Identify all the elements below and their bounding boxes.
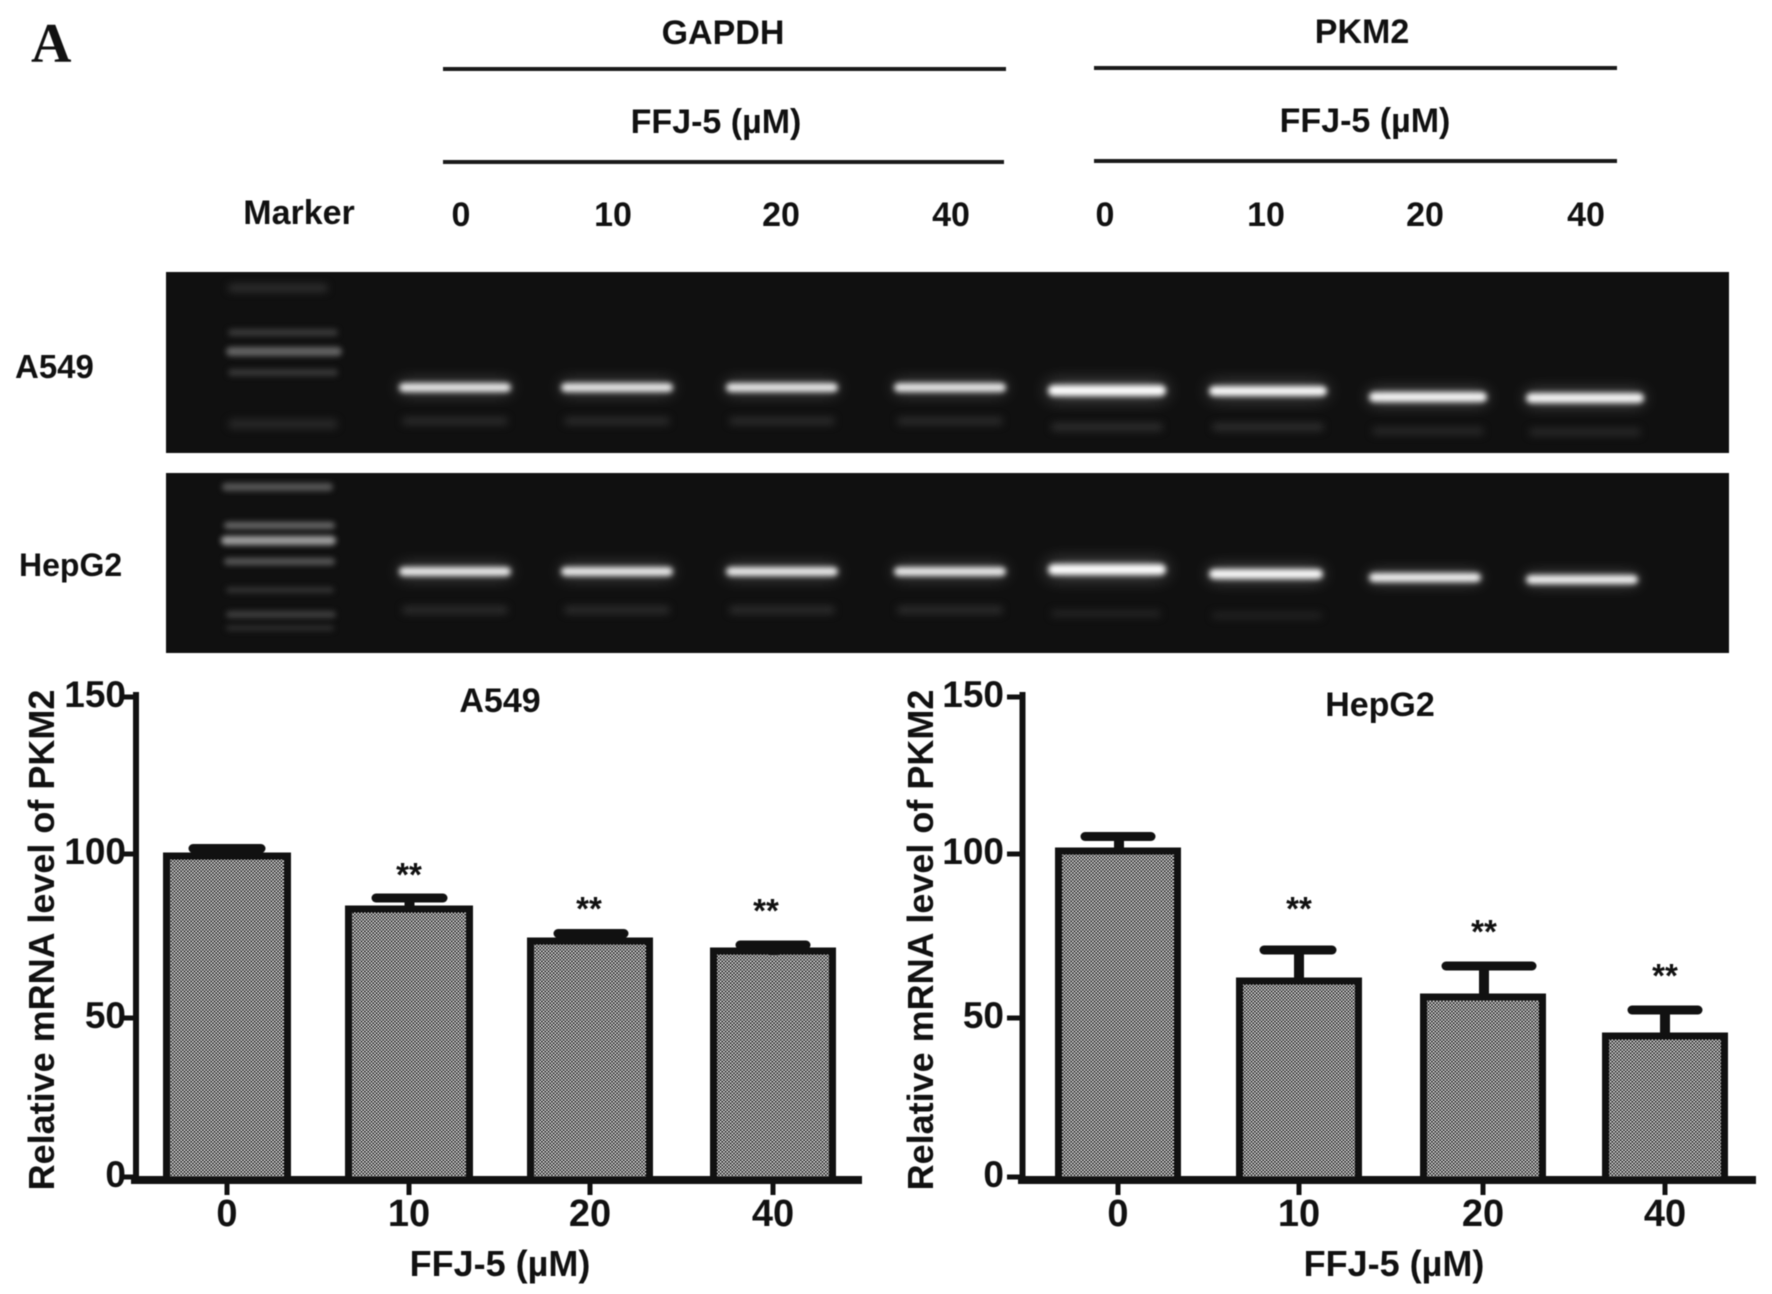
svg-text:10: 10: [388, 1193, 430, 1235]
svg-text:**: **: [1652, 957, 1678, 994]
svg-text:0: 0: [216, 1193, 237, 1235]
svg-text:20: 20: [569, 1193, 611, 1235]
svg-text:40: 40: [752, 1193, 794, 1235]
svg-text:20: 20: [1462, 1193, 1504, 1235]
svg-text:0: 0: [983, 1154, 1004, 1195]
svg-text:Relative mRNA level of PKM2: Relative mRNA level of PKM2: [900, 690, 941, 1191]
svg-text:40: 40: [1644, 1193, 1686, 1235]
svg-text:FFJ-5 (µM): FFJ-5 (µM): [1304, 1243, 1485, 1284]
svg-text:**: **: [753, 892, 779, 929]
svg-text:0: 0: [105, 1154, 126, 1195]
svg-text:**: **: [1286, 890, 1312, 927]
svg-text:50: 50: [85, 995, 126, 1036]
svg-text:**: **: [1471, 913, 1497, 950]
svg-text:0: 0: [1107, 1193, 1128, 1235]
svg-text:50: 50: [963, 995, 1004, 1036]
svg-text:HepG2: HepG2: [1325, 686, 1435, 724]
svg-text:A549: A549: [459, 682, 540, 720]
svg-text:FFJ-5 (µM): FFJ-5 (µM): [410, 1243, 591, 1284]
svg-text:**: **: [396, 856, 422, 893]
svg-text:10: 10: [1278, 1193, 1320, 1235]
svg-text:**: **: [576, 890, 602, 927]
svg-text:100: 100: [942, 831, 1004, 872]
svg-text:150: 150: [64, 674, 126, 715]
svg-text:Relative mRNA level of PKM2: Relative mRNA level of PKM2: [21, 690, 62, 1191]
svg-text:150: 150: [942, 674, 1004, 715]
svg-text:100: 100: [64, 831, 126, 872]
